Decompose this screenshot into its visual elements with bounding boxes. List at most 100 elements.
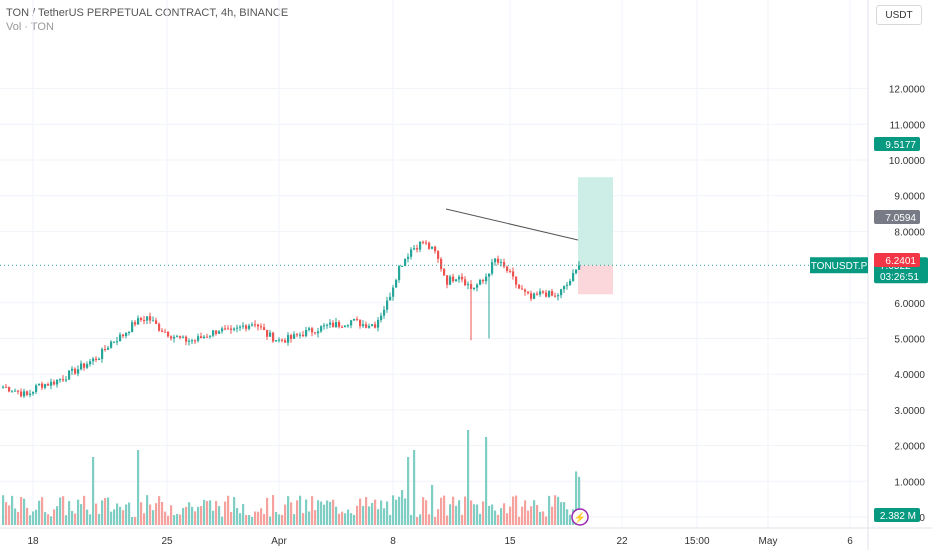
candle [104,348,107,350]
volume-bar [422,497,425,525]
volume-bar [179,514,182,525]
candle [374,324,377,328]
volume-bar [62,496,65,525]
volume-bar [131,516,134,525]
volume-tag-bg [874,508,920,522]
candle [179,336,182,338]
volume-bar [236,507,239,525]
volume-bar [512,496,515,525]
candle [542,291,545,293]
volume-bar [278,514,281,525]
price-tags: 9.51777.0594TONUSDT.P7.052203:26:516.240… [810,137,928,522]
volume-bar [275,512,278,525]
candle [302,334,305,337]
candle [77,369,80,374]
candle [113,341,116,343]
volume-bar [146,495,149,525]
volume-bar [455,505,458,525]
volume-bar [71,510,74,525]
volume-bar [242,504,245,525]
volume-bar [356,505,359,525]
volume-bar [482,501,485,525]
target-price-tag: 9.5177 [874,137,920,151]
volume-bar [17,511,20,525]
candle [218,331,221,334]
y-tick-label: 9.0000 [894,192,925,203]
candle [74,368,77,374]
volume-bar [539,511,542,525]
candle [527,291,530,294]
volume-bar [158,496,161,525]
candle [335,322,338,328]
candle [47,384,50,386]
candle [140,318,143,320]
candle [167,331,170,337]
candle [17,390,20,392]
y-tick-label: 8.0000 [894,227,925,238]
candle [470,284,473,289]
high-price-tag-bg [874,210,920,224]
candle [257,324,260,327]
candle [2,386,5,388]
candle [101,348,104,359]
volume-bar [365,496,368,525]
candle [20,391,23,397]
candle [275,340,278,342]
volume-bar [128,502,131,525]
volume-bar [527,510,530,525]
candle [254,324,257,326]
candle [380,315,383,320]
volume-bar [149,504,152,525]
volume-bar [206,500,209,525]
volume-bar [350,513,353,525]
candle [299,334,302,336]
volume-bar [305,499,308,525]
candle [149,316,152,321]
volume-bar [215,501,218,525]
trendline [445,208,579,241]
candle [29,393,32,395]
volume-bar [488,505,491,525]
volume-bar [86,509,89,525]
candle [419,241,422,250]
candle [5,386,8,388]
volume-bar [11,495,14,525]
x-tick-label: 15:00 [684,536,709,547]
candle [137,318,140,325]
volume-bar [116,503,119,525]
volume-bar [29,515,32,525]
volume-bar [491,504,494,525]
candle [71,368,74,371]
candle [251,324,254,326]
candle [371,324,374,326]
stop-zone [578,265,613,295]
volume-bar [419,514,422,525]
candle [296,334,299,336]
volume-legend: Vol · TON [6,21,54,33]
volume-bar [143,513,146,525]
candle [281,339,284,341]
volume-bar [95,503,98,525]
candle [434,246,437,252]
volume-bar [452,496,455,525]
volume-bar [200,506,203,525]
volume-bar [53,509,56,525]
candle [473,287,476,289]
volume-bar [14,508,17,525]
volume-bar [449,504,452,525]
candle [269,332,272,337]
candle [437,251,440,259]
candle [389,296,392,301]
y-tick-label: 2.0000 [894,442,925,453]
volume-bar [125,504,128,525]
candle [272,332,275,342]
symbol-tag-bg [810,257,868,274]
candle [134,322,137,325]
candle [221,328,224,332]
candle [128,331,131,333]
volume-bar [428,514,431,525]
currency-button[interactable]: USDT [876,5,922,25]
candle [65,379,68,381]
candle [143,319,146,321]
